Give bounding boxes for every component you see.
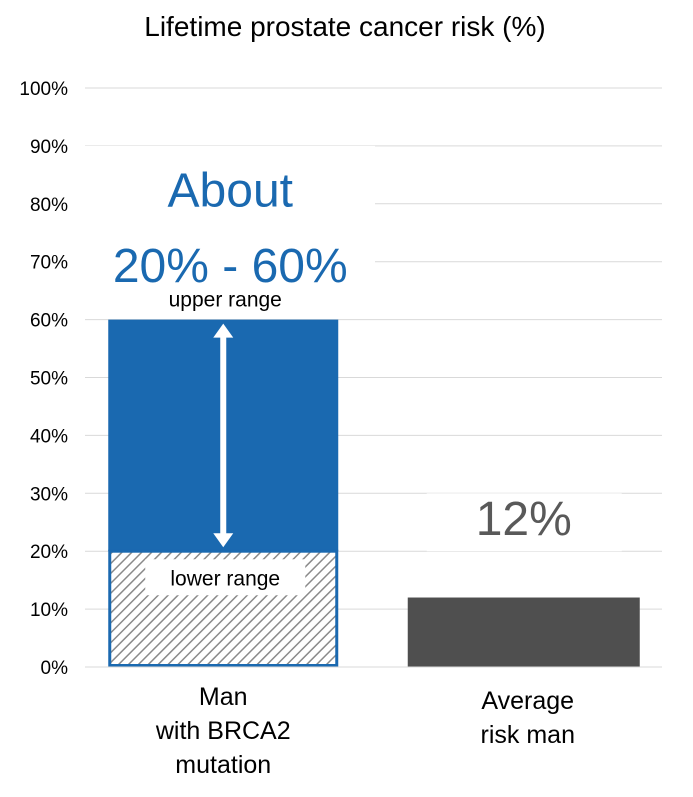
y-tick-label: 70% bbox=[30, 253, 68, 274]
y-tick-label: 90% bbox=[30, 137, 68, 158]
range-arrow-head-down bbox=[213, 533, 234, 548]
y-tick-label: 40% bbox=[30, 426, 68, 447]
bar-average-risk bbox=[407, 597, 640, 667]
chart-title: Lifetime prostate cancer risk (%) bbox=[144, 11, 545, 42]
y-tick-label: 30% bbox=[30, 484, 68, 505]
y-tick-label: 100% bbox=[19, 79, 68, 100]
y-tick-label: 0% bbox=[41, 658, 69, 679]
x-tick-label: mutation bbox=[175, 751, 271, 779]
lower-range-label: lower range bbox=[170, 567, 280, 590]
annotations: lower range About 20% - 60%upper range 12% bbox=[85, 145, 622, 596]
range-arrow-head-up bbox=[213, 323, 234, 338]
x-tick-label: Average bbox=[481, 687, 574, 715]
range-label-box bbox=[85, 145, 375, 314]
range-label-line2: 20% - 60% bbox=[113, 240, 348, 293]
y-tick-label: 60% bbox=[30, 311, 68, 332]
y-tick-label: 20% bbox=[30, 542, 68, 563]
range-label-line1: About bbox=[168, 165, 293, 218]
y-tick-label: 50% bbox=[30, 369, 68, 390]
x-tick-label: risk man bbox=[481, 721, 575, 749]
lower-range-label-box bbox=[145, 559, 306, 596]
average-label-box bbox=[426, 493, 622, 552]
upper-range-label: upper range bbox=[169, 288, 282, 311]
x-tick-label: with BRCA2 bbox=[155, 717, 291, 745]
y-tick-label: 80% bbox=[30, 195, 68, 216]
x-tick-label: Man bbox=[199, 683, 248, 711]
x-axis: Man with BRCA2 mutation Average risk man bbox=[85, 666, 662, 779]
y-tick-label: 10% bbox=[30, 600, 68, 621]
average-value-label: 12% bbox=[476, 493, 572, 546]
y-axis: 0% 10% 20% 30% 40% 50% 60% 70% 80% 90% 100% bbox=[19, 79, 68, 679]
